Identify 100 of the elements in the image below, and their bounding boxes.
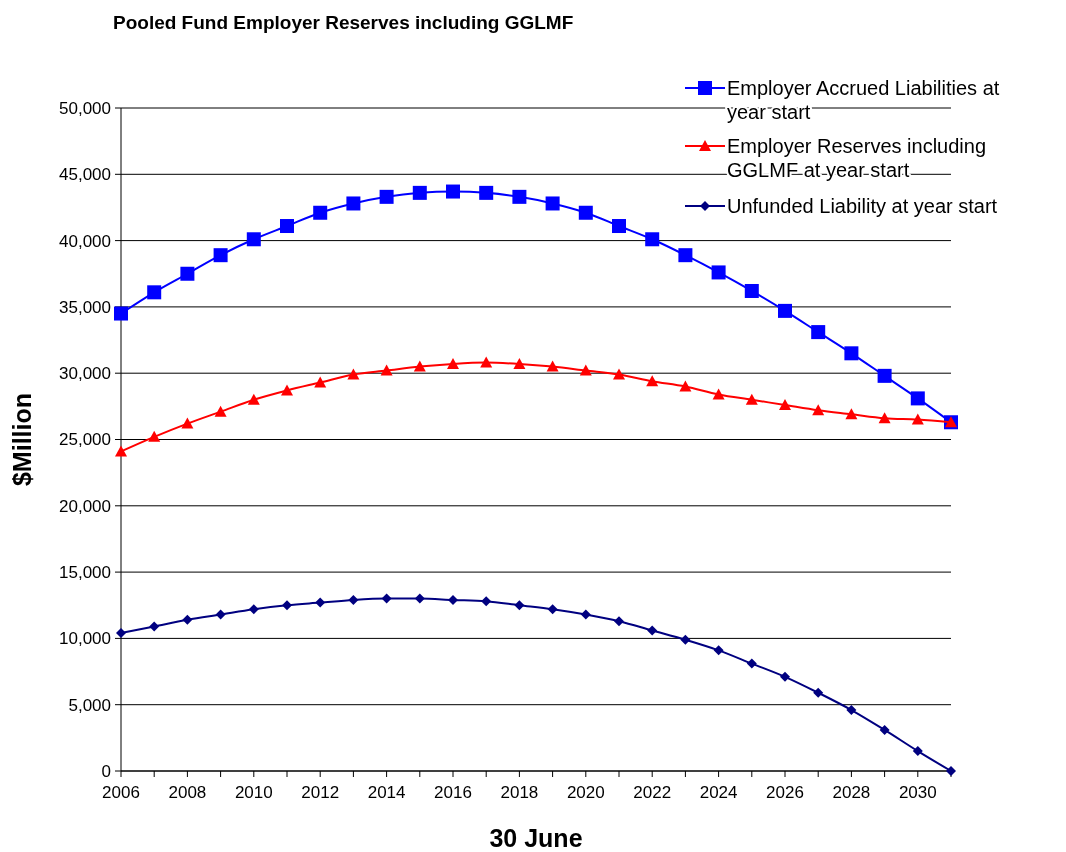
point xyxy=(348,594,359,605)
point xyxy=(314,376,327,388)
point xyxy=(149,621,160,632)
point xyxy=(181,417,194,429)
point xyxy=(147,285,162,300)
point xyxy=(547,604,558,615)
point xyxy=(148,430,161,442)
point xyxy=(812,404,825,416)
x-tick-label: 2024 xyxy=(699,783,738,802)
point xyxy=(114,306,128,321)
y-tick-label: 40,000 xyxy=(59,231,111,251)
point xyxy=(248,604,259,615)
point xyxy=(846,705,857,715)
y-tick-label: 50,000 xyxy=(59,98,111,118)
y-tick-label: 20,000 xyxy=(59,496,111,516)
x-tick-label: 2008 xyxy=(168,783,207,802)
point xyxy=(381,593,392,604)
x-tick-label: 2006 xyxy=(102,783,140,802)
point xyxy=(448,594,458,605)
y-tick-label: 30,000 xyxy=(59,364,111,384)
point xyxy=(679,380,692,392)
point xyxy=(213,248,228,263)
point xyxy=(614,616,624,627)
point xyxy=(745,393,758,405)
point xyxy=(712,388,725,400)
point xyxy=(780,671,790,682)
point xyxy=(115,445,127,457)
point xyxy=(481,596,492,607)
x-axis-title: 30 June xyxy=(489,824,583,852)
x-tick-label: 2012 xyxy=(301,783,340,802)
point xyxy=(711,265,726,280)
point xyxy=(412,185,427,200)
point xyxy=(612,219,626,234)
point xyxy=(313,205,328,220)
point xyxy=(479,185,494,200)
point xyxy=(845,408,858,420)
point xyxy=(282,600,292,611)
point xyxy=(379,189,394,204)
point xyxy=(912,746,923,757)
point xyxy=(779,399,791,411)
point xyxy=(180,266,195,281)
point xyxy=(247,393,260,405)
point xyxy=(215,609,226,620)
point xyxy=(579,364,592,376)
y-tick-label: 45,000 xyxy=(59,165,111,185)
point xyxy=(646,375,659,387)
point xyxy=(545,196,560,211)
point xyxy=(246,232,261,247)
point xyxy=(447,357,459,369)
point xyxy=(811,325,826,340)
x-tick-label: 2018 xyxy=(500,783,539,802)
point xyxy=(380,364,393,376)
point xyxy=(446,184,460,199)
y-tick-label: 35,000 xyxy=(59,297,111,317)
point xyxy=(214,405,227,417)
point xyxy=(578,205,593,220)
y-axis-title: $Million xyxy=(8,392,36,487)
x-tick-label: 2030 xyxy=(898,783,937,802)
x-tick-label: 2028 xyxy=(832,783,871,802)
point xyxy=(580,609,591,620)
point xyxy=(645,232,660,247)
point xyxy=(678,248,693,263)
x-tick-label: 2014 xyxy=(367,783,406,802)
x-tick-label: 2016 xyxy=(434,783,472,802)
point xyxy=(315,597,326,608)
point xyxy=(778,303,792,318)
y-tick-label: 25,000 xyxy=(59,430,111,450)
point xyxy=(878,412,891,424)
point xyxy=(280,219,294,234)
point xyxy=(512,189,527,204)
point xyxy=(613,368,625,380)
point xyxy=(879,724,890,735)
chart-title: Pooled Fund Employer Reserves including GGLMF xyxy=(113,12,574,33)
point xyxy=(744,283,759,298)
point xyxy=(844,346,859,361)
x-tick-label: 2022 xyxy=(633,783,672,802)
y-tick-label: 10,000 xyxy=(59,629,111,649)
point xyxy=(514,600,525,611)
point xyxy=(910,391,925,406)
x-tick-label: 2026 xyxy=(766,783,804,802)
y-tick-label: 5,000 xyxy=(68,695,111,715)
point xyxy=(480,356,493,368)
point xyxy=(680,634,691,645)
y-tick-label: 15,000 xyxy=(59,563,111,583)
point xyxy=(182,614,193,625)
point xyxy=(414,593,425,604)
point xyxy=(281,384,293,396)
point xyxy=(346,196,361,211)
point xyxy=(813,687,824,698)
point xyxy=(513,357,526,369)
point xyxy=(911,413,924,425)
point xyxy=(746,658,757,669)
point xyxy=(647,625,658,636)
x-tick-label: 2010 xyxy=(234,783,273,802)
point xyxy=(713,645,724,656)
point xyxy=(546,360,559,372)
point xyxy=(413,360,426,372)
point xyxy=(347,368,360,380)
legend-label: Employer Accrued Liabilities at year start xyxy=(727,77,1000,123)
legend-label: Unfunded Liability at year start xyxy=(727,195,998,217)
